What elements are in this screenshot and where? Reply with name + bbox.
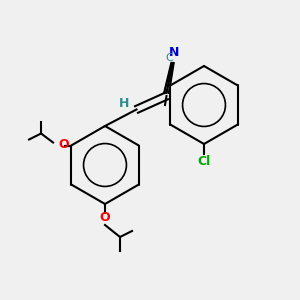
Text: N: N: [169, 46, 179, 59]
Text: O: O: [58, 137, 69, 151]
Text: Cl: Cl: [197, 155, 211, 168]
Text: O: O: [100, 211, 110, 224]
Text: C: C: [166, 53, 173, 64]
Text: H: H: [119, 97, 130, 110]
